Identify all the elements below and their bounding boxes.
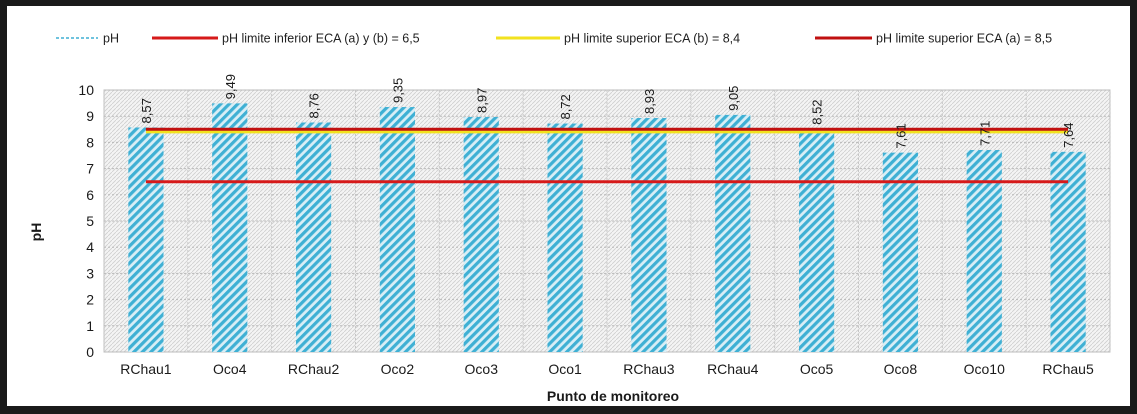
bar-RChau3	[631, 118, 667, 352]
legend: pH pH limite inferior ECA (a) y (b) = 6,5…	[56, 32, 1052, 46]
bar-Oco3	[463, 116, 499, 353]
data-label: 9,49	[223, 74, 238, 99]
y-tick-label: 0	[86, 344, 94, 360]
x-tick-label: RChau1	[120, 361, 172, 377]
bar-RChau5	[1050, 151, 1086, 352]
legend-label: pH limite inferior ECA (a) y (b) = 6,5	[222, 32, 420, 46]
data-label: 7,61	[893, 123, 908, 148]
bar-Oco4	[212, 103, 248, 352]
y-tick-label: 2	[86, 292, 94, 308]
y-axis-ticks: 0 1 2 3 4 5 6 7 8 9 10	[78, 82, 94, 360]
bar-Oco1	[547, 123, 583, 352]
bar-Oco10	[966, 149, 1002, 352]
x-tick-label: Oco3	[465, 361, 499, 377]
x-tick-label: Oco2	[381, 361, 415, 377]
bars	[128, 103, 1086, 353]
x-tick-label: RChau5	[1042, 361, 1094, 377]
reference-lines	[145, 127, 1069, 184]
x-tick-label: RChau3	[623, 361, 675, 377]
bar-Oco5	[798, 128, 835, 352]
y-tick-label: 4	[86, 239, 94, 255]
y-tick-label: 7	[86, 161, 94, 177]
bar-RChau2	[295, 122, 332, 352]
legend-label: pH	[103, 32, 119, 46]
data-label: 8,76	[307, 93, 322, 118]
x-axis-title: Punto de monitoreo	[547, 388, 679, 404]
data-label: 8,72	[558, 94, 573, 119]
y-tick-label: 8	[86, 134, 94, 150]
data-label: 9,35	[390, 78, 405, 103]
data-label: 7,64	[1061, 123, 1076, 148]
bar-RChau4	[715, 114, 751, 352]
y-tick-label: 3	[86, 265, 94, 281]
x-tick-label: Oco8	[884, 361, 918, 377]
y-tick-label: 10	[78, 82, 94, 98]
x-axis-ticks: RChau1 Oco4 RChau2 Oco2 Oco3 Oco1 RChau3 RChau4…	[120, 361, 1094, 377]
data-labels: 8,57 9,49 8,76 9,35 8,97 8,72 8,93 9,05 8,52 7,61…	[139, 74, 1076, 149]
bar-Oco2	[379, 107, 416, 352]
legend-label: pH limite superior ECA (a) = 8,5	[876, 32, 1052, 46]
data-label: 8,93	[642, 89, 657, 114]
x-tick-label: Oco10	[964, 361, 1005, 377]
data-label: 9,05	[726, 86, 741, 111]
x-tick-label: RChau2	[288, 361, 340, 377]
x-tick-label: Oco5	[800, 361, 834, 377]
y-tick-label: 1	[86, 318, 94, 334]
plot-area	[103, 89, 1111, 353]
legend-label: pH limite superior ECA (b) = 8,4	[564, 32, 740, 46]
bar-Oco8	[882, 152, 919, 352]
data-label: 8,97	[474, 88, 489, 113]
y-tick-label: 5	[86, 213, 94, 229]
plot-background	[103, 89, 1111, 353]
x-tick-label: RChau4	[707, 361, 759, 377]
y-tick-label: 6	[86, 187, 94, 203]
data-label: 8,57	[139, 98, 154, 123]
y-tick-label: 9	[86, 108, 94, 124]
x-tick-label: Oco4	[213, 361, 247, 377]
bar-RChau1	[128, 127, 164, 352]
data-label: 7,71	[977, 121, 992, 146]
x-tick-label: Oco1	[548, 361, 582, 377]
data-label: 8,52	[810, 99, 825, 124]
y-axis-title: pH	[28, 223, 44, 242]
